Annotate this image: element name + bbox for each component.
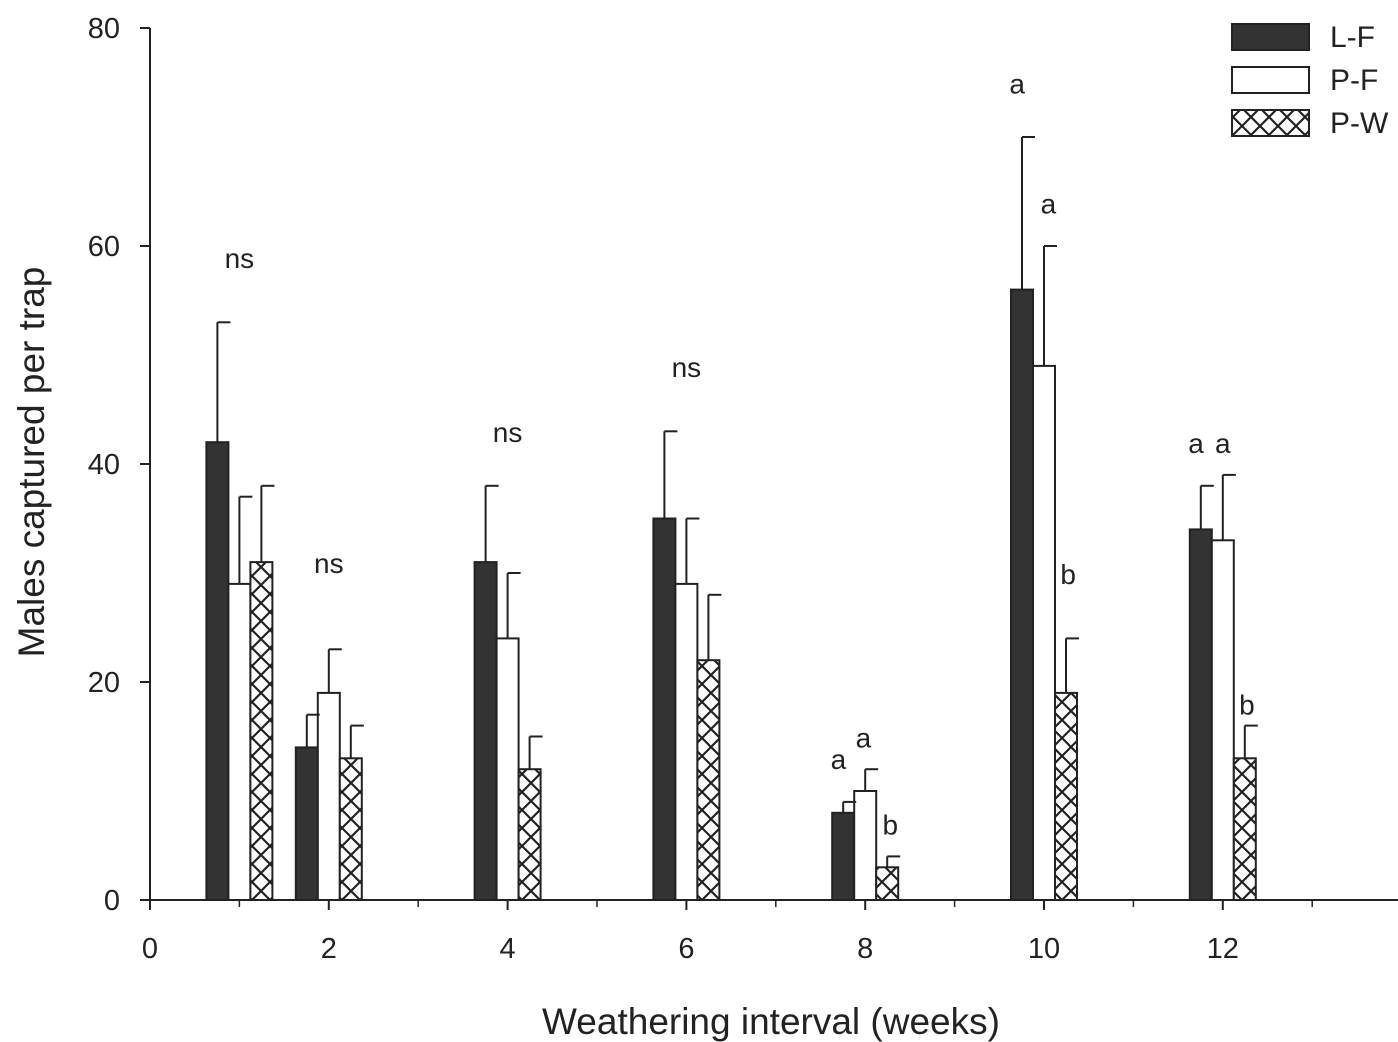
chart-error-bars (216, 136, 1258, 868)
bar-l-f (1188, 528, 1213, 902)
legend-swatch-l-f (1231, 23, 1310, 51)
significance-label: a (1215, 428, 1231, 459)
significance-label: b (1060, 559, 1076, 590)
x-tick-label: 10 (1028, 933, 1060, 965)
bar-p-f (674, 582, 699, 902)
legend-swatch-p-w (1231, 109, 1310, 137)
bar-p-w (249, 561, 274, 901)
chart-bars (205, 288, 1257, 902)
bar-p-w (517, 768, 542, 902)
bar-p-f (853, 790, 878, 901)
significance-label: ns (314, 548, 344, 579)
bar-l-f (652, 517, 677, 901)
bar-l-f (205, 441, 230, 901)
significance-label: a (1009, 68, 1025, 99)
significance-label: a (1188, 428, 1204, 459)
x-axis-title: Weathering interval (weeks) (542, 1001, 1000, 1042)
x-tick-label: 8 (857, 933, 873, 965)
x-tick-label: 6 (678, 933, 694, 965)
x-tick-label: 2 (321, 933, 337, 965)
legend-label-p-w: P-W (1330, 107, 1389, 140)
significance-label: b (1239, 690, 1255, 721)
bar-p-f (1210, 539, 1235, 901)
bar-l-f (294, 746, 319, 902)
x-tick-label: 0 (142, 933, 158, 965)
bar-l-f (473, 561, 498, 901)
bar-p-f (1032, 364, 1056, 901)
bar-p-f (227, 582, 252, 902)
significance-label: b (882, 810, 898, 841)
bar-l-f (831, 811, 856, 901)
bar-p-w (875, 866, 900, 901)
significance-label: ns (672, 352, 702, 383)
legend-label-p-f: P-F (1330, 64, 1378, 97)
bar-p-f (316, 691, 341, 902)
significance-label: a (856, 722, 872, 753)
y-tick-label: 0 (104, 885, 120, 917)
y-tick-label: 20 (88, 667, 120, 699)
legend-swatch-p-f (1231, 66, 1310, 94)
y-tick-label: 80 (88, 13, 120, 45)
y-tick-label: 40 (88, 449, 120, 481)
y-axis-title: Males captured per trap (11, 267, 52, 658)
bar-p-w (338, 757, 363, 901)
bar-p-w (1232, 757, 1257, 901)
bar-p-f (495, 637, 520, 902)
bar-l-f (1010, 288, 1034, 902)
y-tick-label: 60 (88, 231, 120, 263)
significance-label: ns (493, 417, 523, 448)
x-tick-label: 4 (500, 933, 516, 965)
significance-label: a (1041, 188, 1057, 219)
legend-label-l-f: L-F (1330, 21, 1375, 54)
bar-p-w (1054, 691, 1078, 902)
significance-label: a (831, 744, 847, 775)
significance-label: ns (225, 243, 255, 274)
chart-legend: L-F P-F P-W (1231, 21, 1389, 140)
x-tick-label: 12 (1207, 933, 1239, 965)
bar-p-w (696, 659, 721, 902)
